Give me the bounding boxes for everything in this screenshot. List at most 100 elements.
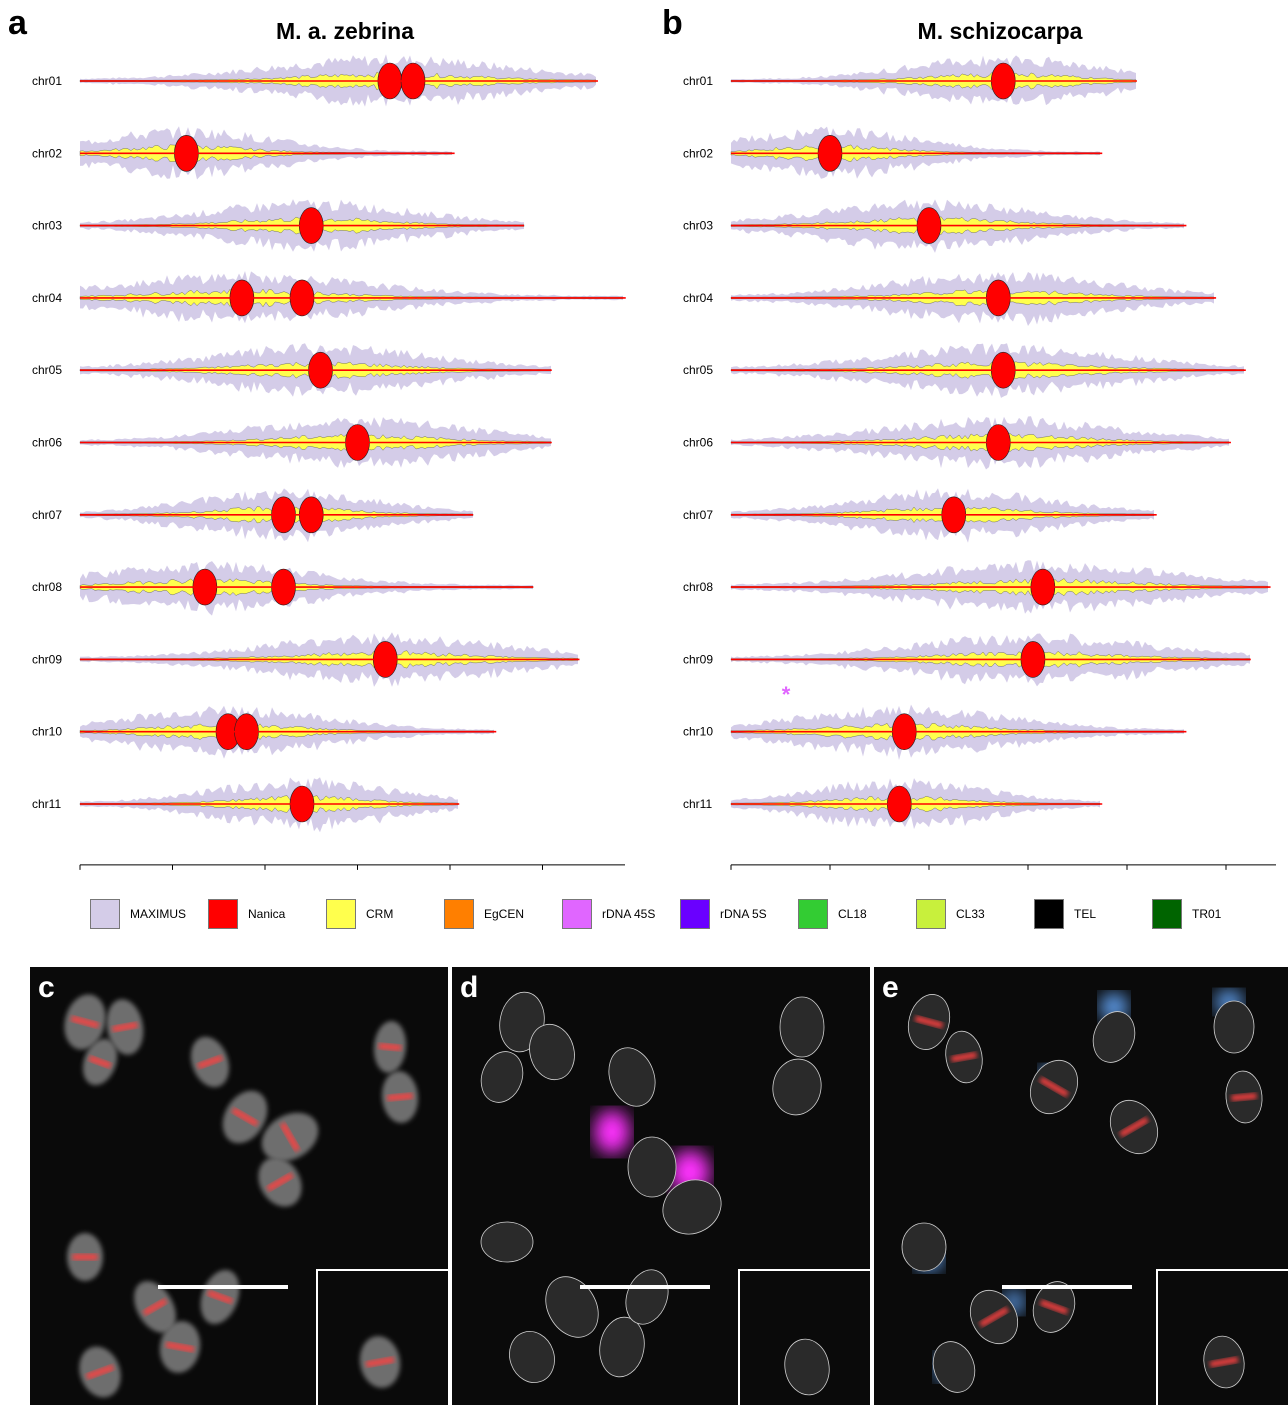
legend-item: CRM [326, 898, 393, 930]
chromosome-blob [772, 1058, 822, 1116]
fluorescence-band [951, 1051, 977, 1063]
legend-swatch [208, 899, 238, 929]
chromosome-label-chr11: chr11 [32, 797, 61, 811]
chromosome-blob [662, 1179, 722, 1235]
legend-label: CRM [366, 907, 394, 921]
legend-item: CL33 [916, 898, 985, 930]
fluorescence-band [1039, 1076, 1069, 1098]
micrograph-e-inset [1156, 1269, 1288, 1405]
scale-bar [580, 1285, 710, 1289]
rdna-45s-asterisk: * [782, 682, 791, 707]
chromosome-label-chr11: chr11 [683, 797, 712, 811]
fluorescence-band [365, 1356, 395, 1368]
legend-swatch [798, 899, 828, 929]
legend-label: MAXIMUS [130, 907, 187, 921]
chromosome-blob [480, 1051, 524, 1103]
fluorescence-band [165, 1341, 195, 1353]
micrograph-c-inset [316, 1269, 448, 1405]
chromosome-blob [932, 1341, 976, 1393]
chromosome-label-chr05: chr05 [683, 363, 713, 377]
chromosome-blob [779, 996, 825, 1058]
fluorescence-band [85, 1364, 115, 1380]
chromosome-blob [901, 1222, 947, 1272]
chromosome-label-chr10: chr10 [683, 725, 713, 739]
fluorescence-band [979, 1306, 1009, 1328]
fluorescence-band [70, 1015, 100, 1029]
legend-item: CL18 [798, 898, 867, 930]
panel-title-b: M. schizocarpa [917, 18, 1083, 44]
fluorescence-band [387, 1092, 413, 1102]
chromosome-blob [1213, 1000, 1255, 1054]
legend-swatch [916, 899, 946, 929]
chromosome-blob [784, 1338, 830, 1396]
legend-swatch [90, 899, 120, 929]
chromosome-label-chr04: chr04 [32, 291, 62, 305]
fluorescence-band [112, 1021, 138, 1033]
chromosome-label-chr01: chr01 [683, 74, 713, 88]
chromosome-label-chr07: chr07 [32, 508, 62, 522]
legend-swatch [680, 899, 710, 929]
chromosome-label-chr01: chr01 [32, 74, 62, 88]
legend-item: Nanica [208, 898, 285, 930]
chromosome-label-chr02: chr02 [683, 146, 713, 160]
fluorescence-band [378, 1043, 402, 1051]
panel-title-a: M. a. zebrina [275, 18, 415, 44]
micrograph-d-image [480, 991, 830, 1396]
fluorescence-band [88, 1055, 112, 1069]
chromosome-blob [627, 1136, 677, 1198]
legend-label: Nanica [248, 907, 286, 921]
panel-letter-d: d [460, 971, 479, 1004]
fluorescence-band [914, 1015, 944, 1029]
chromosome-blob [509, 1331, 555, 1383]
chromosome-blob [625, 1269, 669, 1325]
micrograph-e-image [901, 990, 1263, 1393]
panel-letter-b: b [662, 4, 683, 42]
scale-bar [1002, 1285, 1132, 1289]
scale-bar [158, 1285, 288, 1289]
chromosome-label-chr08: chr08 [683, 580, 713, 594]
micrograph-d: d [452, 967, 870, 1405]
legend-swatch [1034, 899, 1064, 929]
chromosome-label-chr02: chr02 [32, 146, 62, 160]
chromosome-label-chr06: chr06 [683, 436, 713, 450]
micrograph-c-image [64, 994, 419, 1398]
legend-label: rDNA 45S [602, 907, 656, 921]
chromosome-label-chr04: chr04 [683, 291, 713, 305]
fluorescence-band [279, 1122, 301, 1152]
fluorescence-band [72, 1254, 98, 1260]
legend-item: MAXIMUS [90, 898, 186, 930]
chromosome-blob [529, 1023, 575, 1081]
chromosome-label-chr07: chr07 [683, 508, 713, 522]
chromosome-label-chr10: chr10 [32, 725, 62, 739]
fluorescence-band [197, 1054, 223, 1070]
panel-letter-a: a [8, 4, 27, 42]
fluorescence-band [231, 1107, 259, 1127]
legend-item: rDNA 45S [562, 898, 655, 930]
fluorescence-band [207, 1289, 233, 1305]
chromosome-label-chr03: chr03 [32, 219, 62, 233]
micrograph-d-inset [738, 1269, 870, 1405]
chromosome-label-chr09: chr09 [32, 652, 62, 666]
chromosome-blob [1092, 1011, 1136, 1063]
legend-swatch [1152, 899, 1182, 929]
chromosome-blob [599, 1316, 645, 1378]
legend-label: TR01 [1192, 907, 1222, 921]
chromosome-label-chr08: chr08 [32, 580, 62, 594]
fluorescence-band [266, 1172, 294, 1192]
legend-item: TR01 [1152, 898, 1221, 930]
legend-swatch [326, 899, 356, 929]
legend-swatch [444, 899, 474, 929]
legend-item: EgCEN [444, 898, 524, 930]
fluorescence-band [1119, 1116, 1149, 1138]
fluorescence-band [1039, 1299, 1069, 1315]
panel-letter-e: e [882, 971, 899, 1004]
legend-label: TEL [1074, 907, 1097, 921]
chromosome-blob [545, 1276, 599, 1338]
legend-swatch [562, 899, 592, 929]
fluorescence-band [142, 1298, 168, 1316]
panel-letter-c: c [38, 971, 55, 1004]
chromosome-label-chr03: chr03 [683, 219, 713, 233]
chromosome-plot-zebrina: chr01 chr02 chr03 chr04 chr05 chr06 chr07 chr08… [32, 54, 626, 870]
chromosome-plot-schizocarpa: chr01 chr02 chr03 chr04 chr05 chr06 chr07 chr08… [683, 55, 1276, 870]
chromosome-label-chr05: chr05 [32, 363, 62, 377]
